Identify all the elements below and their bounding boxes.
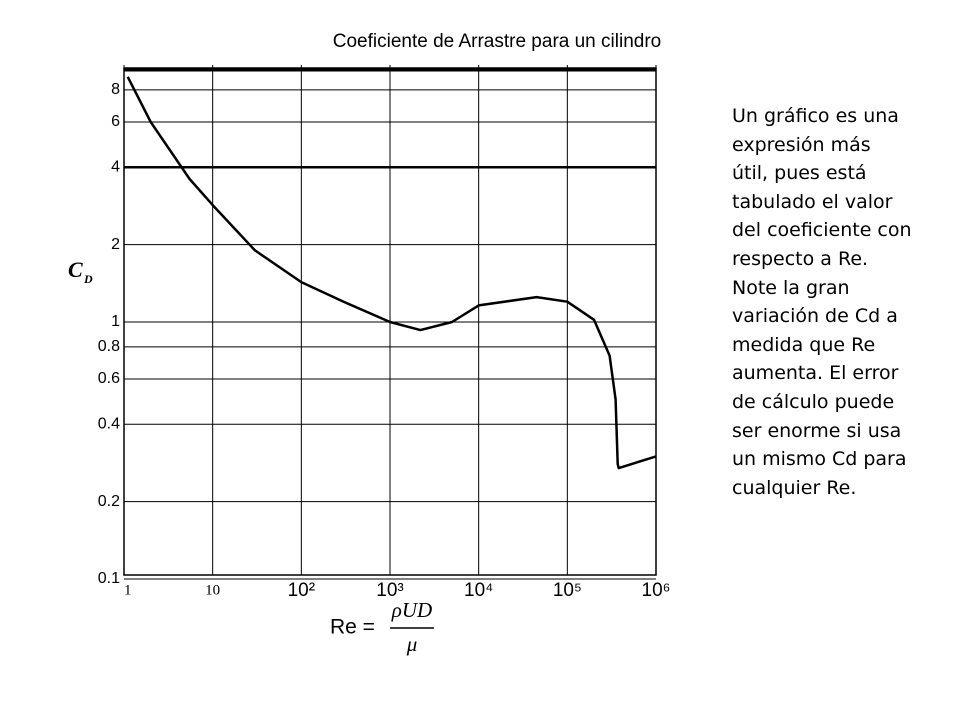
x-tick-label: 10³ [376,580,403,601]
y-tick-label: 0.2 [98,493,120,510]
x-tick-label: 10⁶ [642,580,671,601]
x-tick-label: 10² [288,580,315,601]
data-line [126,76,657,470]
y-tick-label: 0.4 [98,415,120,432]
side-text: Un gráfico es una expresión más útil, pu… [732,105,912,499]
x-tick-label: 1 [124,582,132,598]
y-tick-label: 4 [111,158,120,175]
chart-title: Coeficiente de Arrastre para un cilindro [333,31,661,52]
y-tick-label: 2 [111,236,120,253]
x-label: Re = [330,616,375,639]
x-tick-label: 10⁴ [464,580,493,601]
x-tick-label: 10⁵ [553,580,582,601]
y-label-sub: D [83,272,93,286]
y-label: C [68,257,83,282]
y-tick-label: 0.1 [98,570,120,587]
y-tick-label: 6 [111,113,120,130]
y-tick-label: 8 [111,81,120,98]
y-tick-label: 0.6 [98,370,120,387]
x-label-den: μ [406,632,418,656]
y-tick-label: 0.8 [98,338,120,355]
x-tick-label: 10 [205,582,220,598]
y-tick-label: 1 [111,313,120,330]
x-label-num: ρUD [391,598,432,622]
